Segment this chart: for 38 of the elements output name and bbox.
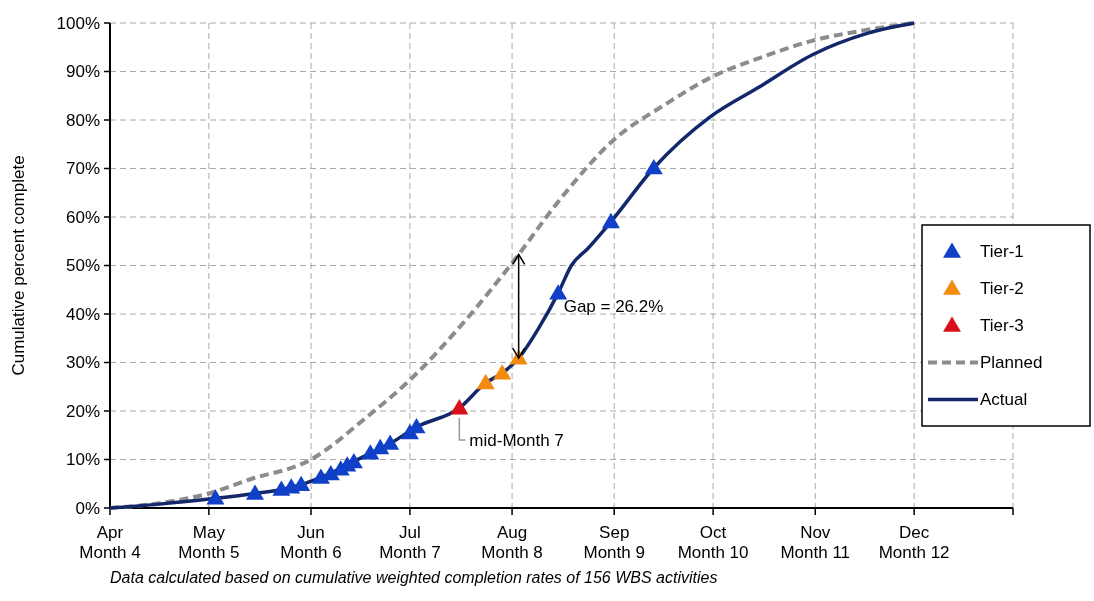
- y-tick-label: 50%: [65, 256, 100, 276]
- point: [450, 399, 469, 415]
- y-tick-label: 60%: [65, 207, 100, 227]
- y-tick-label: 90%: [65, 62, 100, 82]
- annotation: mid-Month 7: [469, 431, 564, 451]
- x-tick-label: May Month 5: [178, 523, 240, 562]
- y-tick-label: 80%: [65, 110, 100, 130]
- legend-label: Tier-2: [980, 279, 1024, 299]
- point: [493, 364, 512, 380]
- point: [601, 212, 620, 229]
- x-tick-label: Sep Month 9: [583, 523, 645, 562]
- text: Data calculated based on cumulative weighted completion rates of 156 WBS activities: [110, 569, 718, 586]
- y-tick-label: 0%: [75, 498, 100, 518]
- y-tick-label: 10%: [65, 450, 100, 470]
- point: [206, 489, 225, 505]
- x-tick-label: Apr Month 4: [79, 523, 141, 562]
- point: [644, 159, 663, 175]
- legend-label: Actual: [980, 390, 1028, 410]
- x-tick-label: Dec Month 12: [878, 523, 950, 562]
- point: [549, 284, 568, 300]
- y-axis-title: Cumulative percent complete: [9, 155, 28, 376]
- x-tick-label: Nov Month 11: [780, 523, 851, 562]
- legend-label: Tier-3: [980, 316, 1024, 336]
- x-tick-label: Jun Month 6: [280, 523, 342, 562]
- y-tick-label: 30%: [65, 353, 100, 373]
- point: [476, 373, 495, 390]
- x-tick-label: Jul Month 7: [379, 523, 441, 562]
- point: [311, 468, 330, 484]
- point: [246, 484, 265, 500]
- x-tick-label: Aug Month 8: [481, 523, 543, 562]
- x-tick-label: Oct Month 10: [677, 523, 749, 562]
- legend-label: Planned: [980, 353, 1043, 373]
- y-tick-label: 100%: [56, 13, 100, 33]
- annotation: Gap = 26.2%: [563, 297, 664, 317]
- y-tick-label: 20%: [65, 401, 100, 421]
- y-tick-label: 40%: [65, 304, 100, 324]
- y-tick-label: 70%: [65, 159, 100, 179]
- legend-label: Tier-1: [980, 242, 1024, 262]
